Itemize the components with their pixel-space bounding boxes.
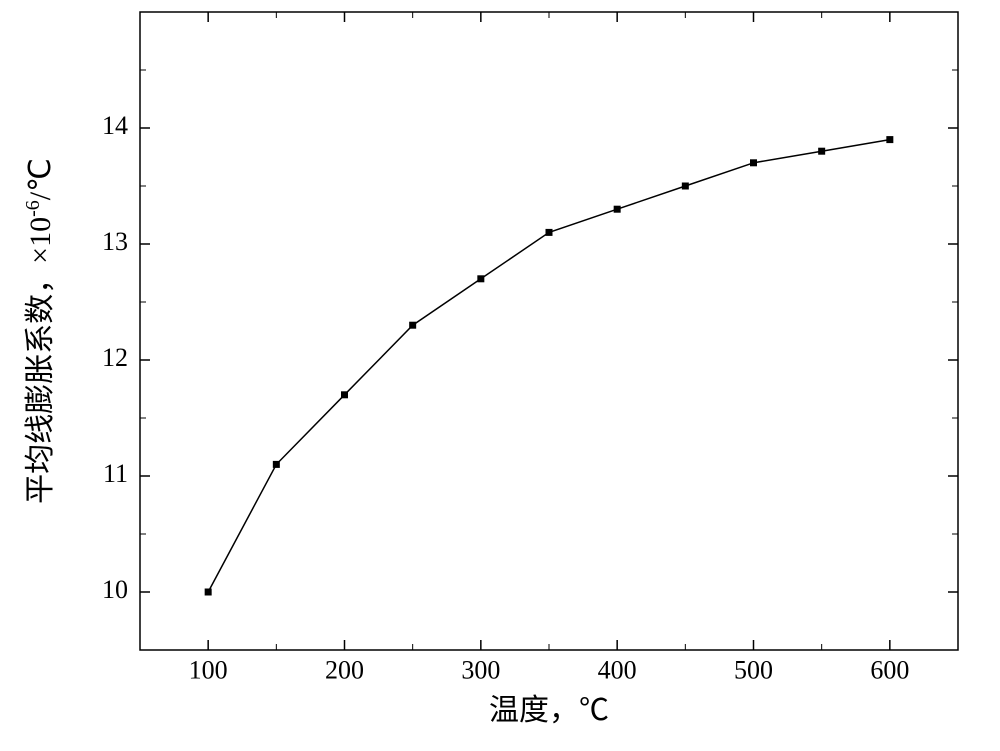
data-point — [341, 391, 348, 398]
data-point — [818, 148, 825, 155]
x-tick-label: 500 — [734, 655, 773, 684]
data-point — [682, 183, 689, 190]
data-point — [886, 136, 893, 143]
plot-background — [0, 0, 1000, 751]
y-tick-label: 11 — [103, 459, 128, 488]
y-tick-label: 10 — [102, 575, 128, 604]
x-axis-label: 温度，℃ — [489, 694, 609, 727]
y-tick-label: 13 — [102, 227, 128, 256]
data-point — [546, 229, 553, 236]
x-tick-label: 400 — [598, 655, 637, 684]
x-tick-label: 100 — [189, 655, 228, 684]
x-tick-label: 200 — [325, 655, 364, 684]
line-chart: 100200300400500600 1011121314 温度，℃ 平均线膨胀… — [0, 0, 1000, 751]
data-point — [205, 589, 212, 596]
x-tick-label: 600 — [870, 655, 909, 684]
data-point — [614, 206, 621, 213]
x-tick-label: 300 — [461, 655, 500, 684]
data-point — [273, 461, 280, 468]
data-point — [750, 159, 757, 166]
y-tick-label: 12 — [102, 343, 128, 372]
y-tick-label: 14 — [102, 111, 128, 140]
data-point — [477, 275, 484, 282]
data-point — [409, 322, 416, 329]
